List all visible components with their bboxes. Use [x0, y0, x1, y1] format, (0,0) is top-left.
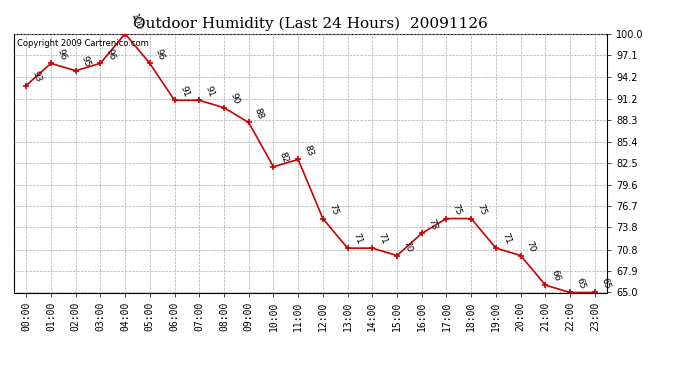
Text: 71: 71 — [500, 232, 513, 246]
Text: 95: 95 — [80, 55, 92, 69]
Text: 88: 88 — [253, 106, 265, 120]
Text: 96: 96 — [55, 47, 68, 61]
Text: 82: 82 — [277, 151, 290, 165]
Text: 71: 71 — [352, 232, 364, 246]
Text: 73: 73 — [426, 217, 438, 231]
Text: 91: 91 — [204, 84, 216, 98]
Text: 83: 83 — [302, 143, 315, 157]
Text: 100: 100 — [129, 12, 144, 32]
Text: 96: 96 — [154, 47, 166, 61]
Title: Outdoor Humidity (Last 24 Hours)  20091126: Outdoor Humidity (Last 24 Hours) 2009112… — [133, 17, 488, 31]
Text: 66: 66 — [549, 269, 562, 283]
Text: 96: 96 — [104, 47, 117, 61]
Text: 65: 65 — [599, 276, 611, 290]
Text: 93: 93 — [30, 69, 43, 83]
Text: 70: 70 — [525, 240, 538, 254]
Text: 71: 71 — [377, 232, 389, 246]
Text: 91: 91 — [179, 84, 191, 98]
Text: Copyright 2009 Cartrenico.com: Copyright 2009 Cartrenico.com — [17, 39, 148, 48]
Text: 75: 75 — [327, 202, 339, 216]
Text: 90: 90 — [228, 92, 241, 105]
Text: 65: 65 — [574, 276, 586, 290]
Text: 75: 75 — [451, 202, 463, 216]
Text: 70: 70 — [401, 240, 413, 254]
Text: 75: 75 — [475, 202, 488, 216]
